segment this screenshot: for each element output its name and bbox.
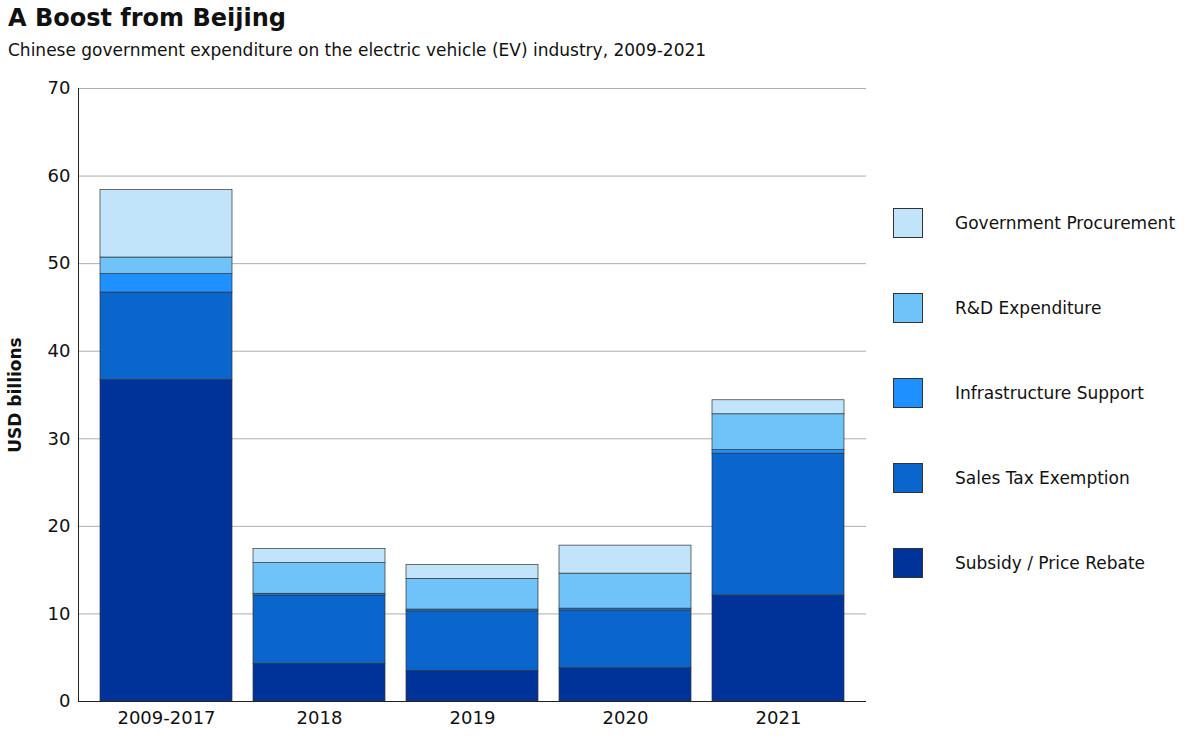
html-text:Chinese government expenditure: Chinese government expenditure on the el… <box>8 40 707 60</box>
svg-text:20: 20 <box>48 515 71 536</box>
svg-text:50: 50 <box>48 252 71 273</box>
svg-text:60: 60 <box>48 165 71 186</box>
html-text:Sales Tax Exemption: Sales Tax Exemption <box>955 468 1130 488</box>
svg-text:40: 40 <box>48 340 71 361</box>
svg-text:2009-2017: 2009-2017 <box>117 707 215 728</box>
svg-text:70: 70 <box>48 77 71 98</box>
html-text:A Boost from Beijing: A Boost from Beijing <box>8 4 286 32</box>
html-text:Government Procurement: Government Procurement <box>955 213 1175 233</box>
html-text:R&D Expenditure: R&D Expenditure <box>955 298 1102 318</box>
svg-text:2018: 2018 <box>297 707 343 728</box>
svg-text:10: 10 <box>48 603 71 624</box>
html-text:Infrastructure Support: Infrastructure Support <box>955 383 1144 403</box>
svg-text:2021: 2021 <box>756 707 802 728</box>
svg-text:2020: 2020 <box>603 707 649 728</box>
svg-text:30: 30 <box>48 428 71 449</box>
svg-text:2019: 2019 <box>450 707 496 728</box>
svg-text:USD billions: USD billions <box>5 337 25 452</box>
svg-text:0: 0 <box>59 690 70 711</box>
html-text:Subsidy / Price Rebate: Subsidy / Price Rebate <box>955 553 1145 573</box>
